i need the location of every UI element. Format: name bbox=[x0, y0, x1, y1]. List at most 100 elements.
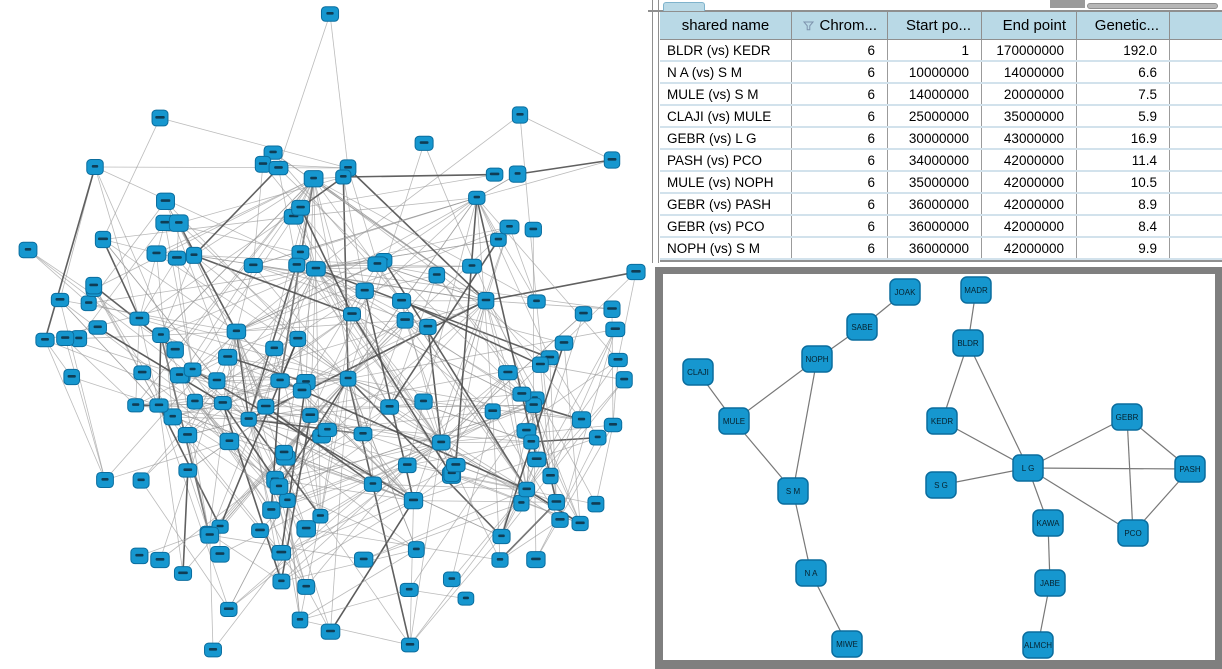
table-cell[interactable]: 6 bbox=[792, 106, 888, 126]
network-edge[interactable] bbox=[517, 159, 613, 175]
network-node[interactable] bbox=[431, 434, 451, 451]
network-edge[interactable] bbox=[193, 167, 280, 256]
network-edge[interactable] bbox=[351, 313, 534, 406]
node-pash[interactable]: PASH bbox=[1174, 455, 1206, 483]
network-node[interactable] bbox=[63, 368, 81, 386]
network-edge[interactable] bbox=[300, 197, 477, 254]
network-node[interactable] bbox=[220, 601, 238, 617]
network-edge[interactable] bbox=[299, 549, 417, 621]
network-edge[interactable] bbox=[102, 216, 294, 240]
network-edge[interactable] bbox=[363, 502, 522, 560]
network-node[interactable] bbox=[146, 245, 167, 262]
network-node[interactable] bbox=[243, 258, 263, 273]
table-cell[interactable]: 1 bbox=[888, 40, 982, 60]
network-node[interactable] bbox=[152, 327, 170, 344]
table-cell[interactable]: 6 bbox=[792, 128, 888, 148]
network-edge[interactable] bbox=[64, 338, 106, 481]
table-cell[interactable]: 36000000 bbox=[888, 216, 982, 236]
network-edge[interactable] bbox=[342, 176, 366, 291]
network-edge[interactable] bbox=[499, 519, 561, 561]
network-edge[interactable] bbox=[315, 268, 321, 517]
network-edge[interactable] bbox=[413, 500, 557, 503]
network-node[interactable] bbox=[70, 330, 88, 348]
network-node[interactable] bbox=[524, 221, 542, 238]
network-edge[interactable] bbox=[792, 358, 818, 492]
network-node[interactable] bbox=[428, 266, 446, 284]
network-edge[interactable] bbox=[172, 416, 249, 420]
network-edge[interactable] bbox=[313, 178, 487, 302]
network-edge[interactable] bbox=[208, 532, 282, 582]
network-edge[interactable] bbox=[1027, 467, 1134, 534]
network-edge[interactable] bbox=[285, 457, 321, 517]
node-miwe[interactable]: MIWE bbox=[831, 630, 863, 658]
network-node[interactable] bbox=[303, 170, 324, 188]
network-edge[interactable] bbox=[159, 331, 237, 561]
network-node[interactable] bbox=[86, 159, 104, 175]
network-node[interactable] bbox=[603, 151, 621, 169]
network-edge[interactable] bbox=[140, 480, 230, 610]
network-edge[interactable] bbox=[327, 410, 493, 431]
network-node[interactable] bbox=[468, 190, 486, 205]
network-node[interactable] bbox=[457, 591, 475, 606]
network-edge[interactable] bbox=[281, 549, 417, 582]
network-edge[interactable] bbox=[193, 254, 353, 316]
network-edge[interactable] bbox=[347, 226, 510, 380]
network-node[interactable] bbox=[306, 261, 326, 277]
node-madr[interactable]: MADR bbox=[960, 276, 992, 304]
table-row[interactable]: GEBR (vs) PASH 6 36000000 42000000 8.9 bbox=[660, 194, 1222, 216]
network-node[interactable] bbox=[80, 295, 97, 312]
network-node[interactable] bbox=[177, 426, 198, 444]
network-node[interactable] bbox=[271, 544, 292, 561]
network-edge[interactable] bbox=[519, 114, 613, 161]
network-edge[interactable] bbox=[248, 418, 532, 443]
network-node[interactable] bbox=[151, 109, 169, 127]
table-cell[interactable]: 35000000 bbox=[888, 172, 982, 192]
network-edge[interactable] bbox=[409, 500, 414, 646]
network-edge[interactable] bbox=[509, 226, 537, 302]
network-node[interactable] bbox=[291, 611, 309, 629]
network-edge[interactable] bbox=[93, 178, 314, 290]
network-node[interactable] bbox=[292, 382, 312, 399]
network-node[interactable] bbox=[542, 467, 559, 485]
network-node[interactable] bbox=[399, 582, 419, 597]
network-node[interactable] bbox=[518, 481, 536, 498]
network-node[interactable] bbox=[414, 135, 434, 151]
table-cell[interactable]: MULE (vs) S M bbox=[660, 84, 792, 104]
network-edge[interactable] bbox=[88, 302, 275, 349]
table-cell[interactable]: 8.4 bbox=[1077, 216, 1170, 236]
network-node[interactable] bbox=[317, 422, 338, 437]
network-edge[interactable] bbox=[301, 390, 414, 501]
network-edge[interactable] bbox=[476, 197, 537, 302]
network-edge[interactable] bbox=[272, 152, 402, 302]
network-edge[interactable] bbox=[182, 470, 189, 574]
network-edge[interactable] bbox=[160, 268, 317, 336]
network-node[interactable] bbox=[446, 457, 466, 473]
network-edge[interactable] bbox=[617, 271, 637, 361]
network-node[interactable] bbox=[403, 491, 424, 510]
table-cell[interactable]: 36000000 bbox=[888, 194, 982, 214]
network-edge[interactable] bbox=[176, 257, 281, 381]
network-edge[interactable] bbox=[300, 252, 390, 408]
network-edge[interactable] bbox=[383, 197, 477, 261]
node-noph[interactable]: NOPH bbox=[801, 345, 833, 373]
node-s-g[interactable]: S G bbox=[925, 471, 957, 499]
node-l-g[interactable]: L G bbox=[1012, 454, 1044, 482]
table-cell[interactable]: 8.9 bbox=[1077, 194, 1170, 214]
network-node[interactable] bbox=[218, 348, 238, 366]
network-node[interactable] bbox=[85, 276, 103, 295]
network-edge[interactable] bbox=[327, 429, 442, 444]
network-node[interactable] bbox=[485, 167, 504, 182]
node-n-a[interactable]: N A bbox=[795, 559, 827, 587]
network-edge[interactable] bbox=[222, 331, 237, 404]
network-edge[interactable] bbox=[315, 226, 510, 270]
network-node[interactable] bbox=[50, 292, 70, 308]
table-cell[interactable]: 42000000 bbox=[982, 216, 1077, 236]
network-node[interactable] bbox=[133, 365, 152, 381]
network-edge[interactable] bbox=[160, 178, 314, 336]
network-edge[interactable] bbox=[274, 348, 442, 443]
network-edge[interactable] bbox=[451, 411, 494, 580]
network-edge[interactable] bbox=[296, 265, 303, 391]
network-node[interactable] bbox=[288, 257, 306, 273]
network-node[interactable] bbox=[88, 320, 107, 335]
network-node[interactable] bbox=[367, 256, 388, 272]
